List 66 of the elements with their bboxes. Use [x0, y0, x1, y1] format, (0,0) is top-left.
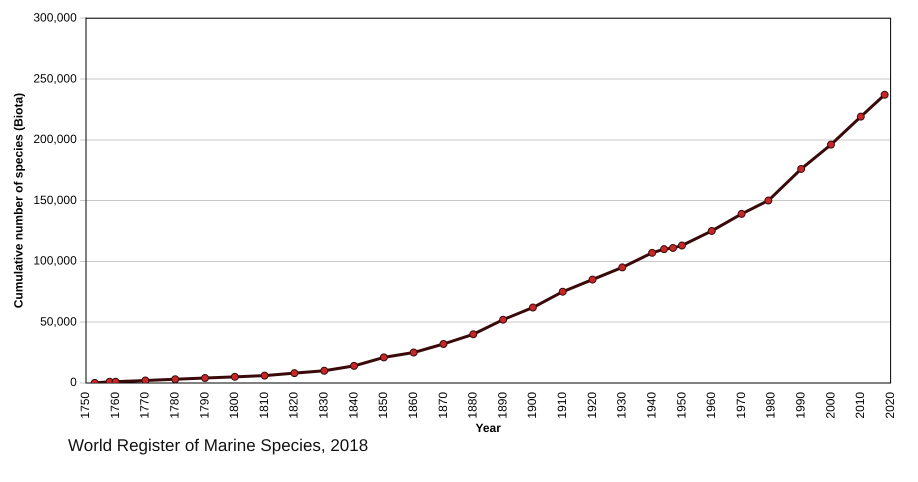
point	[380, 353, 388, 362]
y-tick-label: 150,000	[33, 192, 78, 207]
point	[678, 242, 686, 250]
point	[469, 330, 478, 338]
point	[708, 226, 716, 235]
point	[826, 140, 835, 149]
x-tick-label: 1940	[644, 392, 658, 419]
x-tick-label: 1920	[584, 392, 599, 419]
x-tick-label: 1960	[704, 392, 718, 419]
x-tick-label: 1990	[793, 392, 808, 419]
point	[738, 210, 746, 218]
x-tick-label: 1850	[376, 392, 390, 419]
point	[764, 196, 772, 205]
point	[660, 245, 668, 254]
x-tick-label: 1870	[436, 392, 450, 419]
x-tick-label: 2010	[853, 392, 868, 419]
point	[880, 90, 889, 99]
point	[141, 376, 150, 383]
x-tick-label: 1780	[168, 392, 182, 419]
point	[558, 288, 567, 296]
x-tick-label: 1830	[316, 392, 331, 419]
y-tick-label: 0	[70, 375, 78, 390]
x-tick-label: 1900	[525, 392, 540, 419]
point	[797, 164, 806, 173]
point	[588, 276, 597, 284]
point	[648, 248, 656, 257]
x-tick-label: 1880	[466, 392, 480, 419]
y-tick-label: 250,000	[33, 71, 78, 86]
point	[171, 375, 180, 383]
point	[260, 372, 269, 380]
y-tick-label: 300,000	[33, 10, 78, 25]
x-tick-label: 1970	[734, 392, 748, 419]
x-tick-label: 1790	[197, 392, 212, 419]
point	[230, 372, 239, 381]
x-tick-label: 1890	[495, 392, 510, 419]
point	[201, 374, 210, 382]
point	[528, 304, 537, 312]
point	[499, 316, 508, 324]
point	[439, 340, 448, 348]
x-tick-label: 1910	[555, 392, 570, 419]
x-tick-label: 1860	[406, 392, 420, 419]
point	[410, 348, 418, 357]
y-tick-label: 100,000	[33, 254, 78, 268]
y-tick-label: 50,000	[40, 314, 78, 328]
x-tick-label: 2020	[882, 392, 897, 419]
point	[350, 362, 358, 370]
y-axis-title: Cumulative number of species (Biota)	[12, 92, 26, 308]
y-tick-label: 200,000	[33, 132, 78, 146]
point	[669, 244, 677, 252]
x-tick-label: 1800	[227, 392, 242, 419]
x-tick-label: 1930	[614, 392, 629, 419]
x-tick-label: 1810	[256, 392, 271, 419]
x-axis-title: Year	[476, 421, 502, 436]
x-tick-label: 1980	[764, 392, 778, 419]
x-tick-label: 1840	[346, 392, 360, 419]
x-tick-label: 1820	[286, 392, 301, 419]
x-tick-label: 1770	[138, 392, 152, 419]
point	[618, 263, 626, 272]
x-tick-label: 1760	[108, 392, 122, 419]
x-tick-label: 2000	[823, 392, 838, 419]
x-tick-label: 1950	[674, 392, 688, 419]
point	[856, 112, 865, 121]
x-tick-label: 1750	[78, 392, 92, 419]
point	[290, 369, 298, 378]
text: World Register of Marine Species, 2018	[68, 436, 370, 456]
point	[320, 366, 328, 375]
